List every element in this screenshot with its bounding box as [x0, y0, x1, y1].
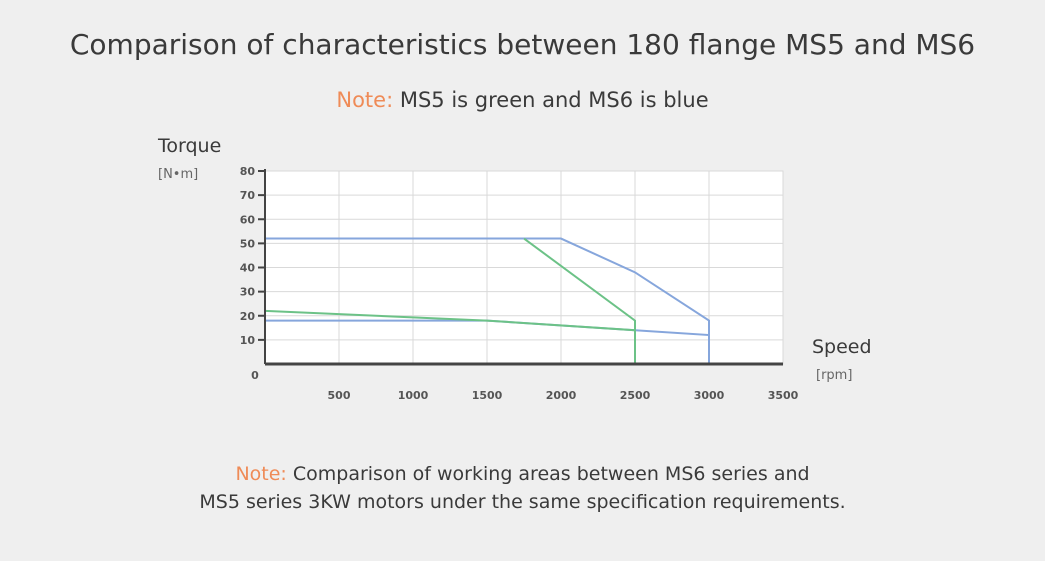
- x-tick-label-2000: 2000: [546, 389, 577, 402]
- y-tick-label-40: 40: [240, 262, 256, 275]
- x-tick-label-1500: 1500: [472, 389, 503, 402]
- y-tick-label-10: 10: [240, 334, 256, 347]
- x-tick-label-500: 500: [328, 389, 351, 402]
- note-label: Note:: [336, 88, 394, 112]
- series-color-note: Note: MS5 is green and MS6 is blue: [0, 88, 1045, 112]
- footer-text-1: Comparison of working areas between MS6 …: [286, 463, 810, 485]
- tick-labels: 10 20 30 40 50 60 70 80 500 1000 1500 2000 2500 3000 3…: [240, 165, 799, 402]
- page-title: Comparison of characteristics between 18…: [69, 28, 976, 61]
- chart-axes: [258, 169, 783, 366]
- y-tick-label-50: 50: [240, 237, 256, 250]
- x-axis-unit: [rpm]: [816, 368, 852, 383]
- x-tick-label-1000: 1000: [398, 389, 429, 402]
- footer-note-label: Note:: [235, 463, 287, 485]
- x-tick-label-3500: 3500: [768, 389, 799, 402]
- ms5-continuous-line: [264, 309, 636, 364]
- y-tick-label-70: 70: [240, 189, 256, 202]
- series-lines: [264, 237, 710, 364]
- y-axis-unit: [N•m]: [158, 167, 198, 182]
- footer-line-1: Note: Comparison of working areas betwee…: [0, 460, 1045, 488]
- footer-line-2: MS5 series 3KW motors under the same spe…: [199, 491, 846, 513]
- note-text: MS5 is green and MS6 is blue: [393, 88, 709, 112]
- chart-grid: [264, 170, 784, 365]
- x-tick-label-2500: 2500: [620, 389, 651, 402]
- footer-note: Note: Comparison of working areas betwee…: [0, 460, 1045, 516]
- y-tick-label-60: 60: [240, 213, 256, 226]
- y-axis-title: Torque: [157, 135, 221, 157]
- origin-label: 0: [251, 369, 259, 382]
- x-axis-title: Speed: [812, 336, 872, 358]
- y-tick-label-80: 80: [240, 165, 256, 178]
- y-tick-label-30: 30: [240, 286, 256, 299]
- x-tick-label-3000: 3000: [694, 389, 725, 402]
- y-tick-label-20: 20: [240, 310, 256, 323]
